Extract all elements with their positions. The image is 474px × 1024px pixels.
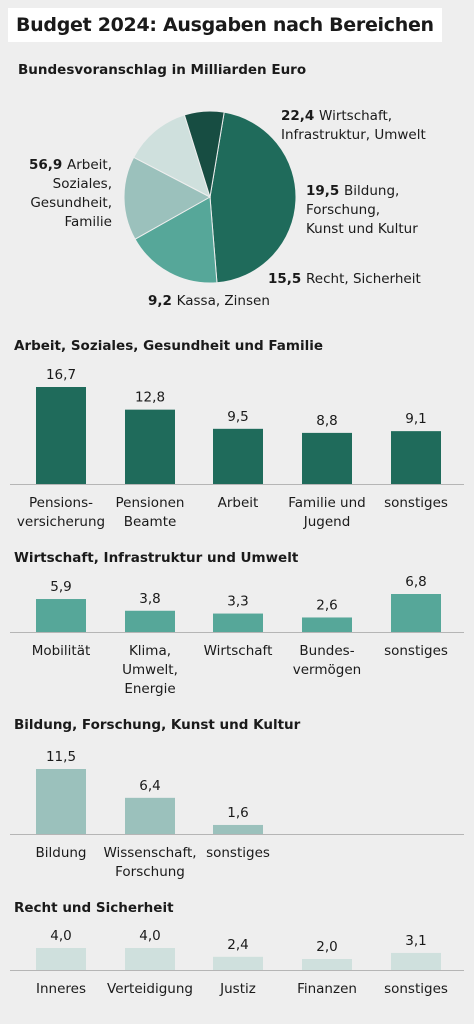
bar: [213, 824, 263, 834]
pie-label: Familie: [64, 214, 112, 230]
pie-slice: [209, 111, 297, 284]
pie-label: Kunst und Kultur: [306, 221, 418, 237]
bar: [391, 952, 441, 970]
pie-slice: [133, 114, 211, 198]
pie-label: 22,4 Wirtschaft,: [281, 108, 392, 124]
bar-value-label: 16,7: [46, 367, 76, 383]
pie-label: Soziales,: [53, 176, 112, 192]
category-label: Finanzen: [297, 981, 357, 997]
category-label: Umwelt,: [122, 662, 178, 678]
bar: [36, 948, 86, 970]
category-label: sonstiges: [384, 643, 448, 659]
bar-value-label: 3,1: [405, 933, 426, 949]
category-label: Mobilität: [32, 643, 91, 659]
bar-chart-title: Wirtschaft, Infrastruktur und Umwelt: [14, 550, 299, 566]
bar: [391, 431, 441, 484]
category-label: Familie und: [288, 495, 365, 511]
bar-value-label: 3,3: [227, 594, 248, 610]
pie-value-label: 56,9: [29, 157, 67, 173]
bar-value-label: 6,8: [405, 574, 426, 590]
category-label: Bildung: [35, 845, 86, 861]
bar: [125, 610, 175, 632]
bar-value-label: 2,6: [316, 597, 337, 613]
category-label: Verteidigung: [107, 981, 193, 997]
category-label: Pensions-: [29, 495, 93, 511]
bar: [302, 959, 352, 970]
bar-value-label: 5,9: [50, 579, 71, 595]
bar-value-label: 2,4: [227, 937, 248, 953]
category-label: Wirtschaft: [204, 643, 273, 659]
category-label: versicherung: [17, 514, 105, 530]
bar: [213, 613, 263, 632]
bar-value-label: 6,4: [139, 778, 160, 794]
category-label: Inneres: [36, 981, 86, 997]
category-label: Energie: [124, 681, 175, 697]
category-label: Bundes-: [299, 643, 354, 659]
pie-label: Infrastruktur, Umwelt: [281, 127, 426, 143]
bar-value-label: 1,6: [227, 805, 248, 821]
bar: [213, 428, 263, 484]
category-label: sonstiges: [206, 845, 270, 861]
pie-value-label: 9,2: [148, 293, 177, 309]
pie-label: 9,2 Kassa, Zinsen: [148, 293, 270, 309]
pie-slice: [123, 156, 212, 240]
bar-value-label: 12,8: [135, 390, 165, 406]
bar-value-label: 4,0: [139, 928, 160, 944]
bar: [302, 617, 352, 632]
category-label: Pensionen: [116, 495, 185, 511]
bar: [391, 594, 441, 632]
category-label: Beamte: [124, 514, 177, 530]
bar-value-label: 3,8: [139, 591, 160, 607]
category-label: Klima,: [129, 643, 171, 659]
category-label: Arbeit: [218, 495, 259, 511]
bar-chart-title: Recht und Sicherheit: [14, 900, 174, 916]
pie-label: 19,5 Bildung,: [306, 183, 399, 199]
pie-slice: [134, 196, 218, 284]
pie-label: 56,9 Arbeit,: [29, 157, 112, 173]
category-label: vermögen: [293, 662, 361, 678]
bar-value-label: 2,0: [316, 939, 337, 955]
pie-subtitle: Bundesvoranschlag in Milliarden Euro: [18, 62, 306, 78]
category-label: Forschung: [115, 864, 185, 880]
bar-chart-title: Bildung, Forschung, Kunst und Kultur: [14, 717, 301, 733]
bar: [125, 948, 175, 970]
bar-value-label: 9,5: [227, 409, 248, 425]
bar: [36, 599, 86, 632]
category-label: Wissenschaft,: [103, 845, 196, 861]
bar: [125, 797, 175, 834]
pie-label: Forschung,: [306, 202, 380, 218]
bar-value-label: 9,1: [405, 411, 426, 427]
pie-label: Gesundheit,: [30, 195, 112, 211]
bar: [125, 409, 175, 484]
pie-value-label: 15,5: [268, 271, 306, 287]
bar: [302, 432, 352, 484]
bar: [36, 769, 86, 834]
pie-value-label: 22,4: [281, 108, 319, 124]
bar-value-label: 8,8: [316, 413, 337, 429]
category-label: Jugend: [303, 514, 351, 530]
bar: [36, 387, 86, 484]
page-title: Budget 2024: Ausgaben nach Bereichen: [8, 8, 442, 42]
bar-value-label: 4,0: [50, 928, 71, 944]
category-label: sonstiges: [384, 495, 448, 511]
bar-value-label: 11,5: [46, 749, 76, 765]
category-label: sonstiges: [384, 981, 448, 997]
pie-value-label: 19,5: [306, 183, 344, 199]
pie-slice: [183, 110, 225, 198]
pie-label: 15,5 Recht, Sicherheit: [268, 271, 421, 287]
bar: [213, 956, 263, 970]
bar-chart-title: Arbeit, Soziales, Gesundheit und Familie: [14, 338, 323, 354]
category-label: Justiz: [219, 981, 256, 997]
